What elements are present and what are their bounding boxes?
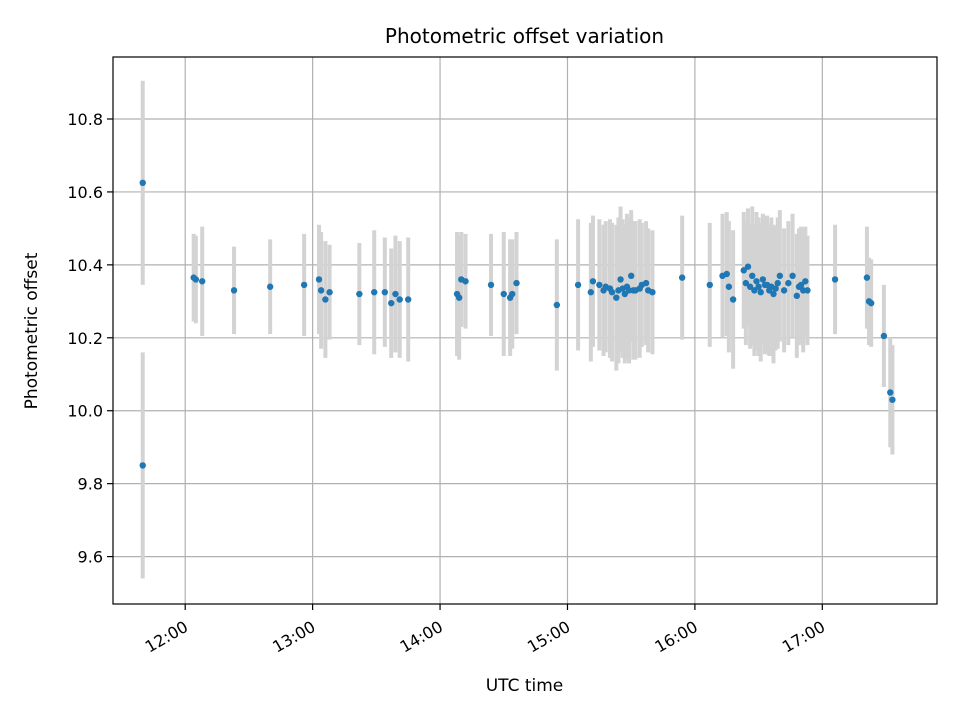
data-point bbox=[627, 272, 635, 279]
x-tick-label: 12:00 bbox=[142, 617, 191, 657]
data-point bbox=[753, 278, 760, 285]
data-point bbox=[574, 281, 582, 289]
data-point bbox=[587, 289, 595, 296]
data-point bbox=[621, 290, 629, 298]
data-point bbox=[198, 278, 206, 285]
x-tick-label: 14:00 bbox=[397, 617, 446, 657]
data-point bbox=[381, 289, 389, 296]
data-points bbox=[139, 179, 896, 469]
y-tick-label: 10.8 bbox=[67, 110, 103, 129]
data-point bbox=[802, 278, 809, 285]
y-tick-label: 9.6 bbox=[78, 548, 103, 567]
data-point bbox=[266, 283, 274, 290]
data-point bbox=[608, 289, 616, 296]
data-point bbox=[887, 389, 894, 396]
data-point bbox=[317, 287, 325, 294]
y-tick-label: 10.4 bbox=[67, 256, 103, 275]
plot-frame bbox=[112, 56, 938, 605]
data-point bbox=[729, 296, 737, 303]
data-point bbox=[388, 299, 395, 307]
data-point bbox=[867, 299, 875, 307]
grid bbox=[113, 57, 937, 604]
data-point bbox=[230, 287, 238, 294]
data-point bbox=[746, 283, 754, 290]
chart-title: Photometric offset variation bbox=[385, 24, 664, 48]
data-point bbox=[772, 285, 779, 292]
data-point bbox=[300, 281, 308, 289]
data-point bbox=[617, 276, 624, 283]
data-point bbox=[770, 290, 777, 298]
data-point bbox=[776, 272, 784, 279]
data-point bbox=[744, 263, 752, 270]
data-point bbox=[889, 396, 896, 403]
data-point bbox=[774, 279, 781, 287]
data-point bbox=[322, 296, 329, 303]
data-point bbox=[863, 274, 871, 281]
x-axis-label: UTC time bbox=[486, 676, 564, 696]
data-point bbox=[742, 279, 750, 287]
y-tick-label: 10.6 bbox=[67, 183, 103, 202]
data-point bbox=[723, 270, 730, 278]
x-tick-label: 13:00 bbox=[269, 617, 318, 657]
data-point bbox=[757, 289, 764, 296]
y-tick-label: 9.8 bbox=[78, 475, 103, 494]
y-tick-label: 10.0 bbox=[67, 402, 103, 421]
data-point bbox=[755, 283, 762, 290]
data-point bbox=[315, 276, 323, 283]
data-point bbox=[139, 179, 146, 187]
error-bars bbox=[140, 80, 895, 579]
data-point bbox=[139, 462, 146, 469]
data-point bbox=[759, 276, 767, 283]
data-point bbox=[740, 267, 747, 274]
data-point bbox=[404, 296, 412, 303]
y-tick-label: 10.2 bbox=[67, 329, 103, 348]
data-point bbox=[725, 283, 733, 290]
data-point bbox=[455, 294, 463, 301]
data-point bbox=[356, 290, 363, 298]
x-tick-label: 15:00 bbox=[524, 617, 573, 657]
data-point bbox=[780, 287, 788, 294]
data-point bbox=[804, 287, 811, 294]
data-point bbox=[797, 281, 805, 289]
data-point bbox=[192, 276, 200, 283]
data-point bbox=[706, 281, 713, 289]
x-axis: 12:00 13:00 14:00 15:00 16:00 17:00 bbox=[142, 604, 828, 657]
data-point bbox=[751, 287, 758, 294]
x-tick-label: 17:00 bbox=[779, 617, 828, 657]
data-point bbox=[553, 301, 561, 309]
data-point bbox=[596, 281, 603, 289]
x-tick-label: 16:00 bbox=[651, 617, 700, 657]
data-point bbox=[487, 281, 495, 289]
data-point bbox=[396, 296, 403, 303]
data-point bbox=[509, 290, 516, 298]
data-point bbox=[589, 278, 597, 285]
data-point bbox=[789, 272, 796, 279]
data-point bbox=[678, 274, 686, 281]
data-point bbox=[371, 289, 378, 296]
data-point bbox=[326, 289, 333, 296]
data-point bbox=[880, 332, 888, 340]
y-axis-label: Photometric offset bbox=[22, 252, 42, 409]
data-point bbox=[831, 276, 839, 283]
data-point bbox=[500, 290, 507, 298]
data-point bbox=[613, 294, 620, 301]
data-point bbox=[392, 290, 399, 298]
data-point bbox=[793, 292, 801, 300]
data-point bbox=[462, 278, 469, 285]
data-point bbox=[749, 272, 756, 279]
data-point bbox=[649, 289, 656, 296]
data-point bbox=[785, 279, 792, 287]
data-point bbox=[513, 279, 520, 287]
y-axis: 9.6 9.8 10.0 10.2 10.4 10.6 10.8 bbox=[67, 110, 113, 567]
data-point bbox=[642, 279, 650, 287]
